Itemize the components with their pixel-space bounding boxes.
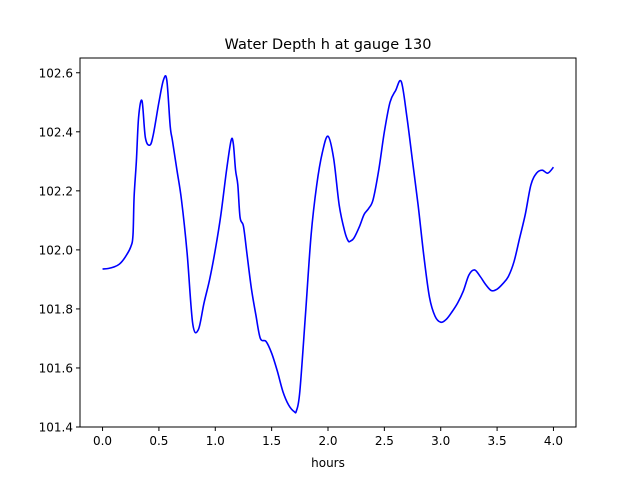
x-tick-label: 0.5 (149, 434, 168, 448)
series-line-water-depth (102, 75, 555, 414)
y-tick-label: 102.4 (39, 125, 73, 139)
y-tick-label: 102.6 (39, 66, 73, 80)
plot-area (80, 58, 576, 427)
x-axis-label: hours (311, 456, 345, 470)
x-tick-label: 4.0 (544, 434, 563, 448)
plot-frame (79, 57, 577, 428)
y-tick-label: 101.8 (39, 302, 73, 316)
x-axis-ticks: 0.0 0.5 1.0 1.5 2.0 2.5 3.0 3.5 4.0 (93, 427, 563, 448)
x-tick-label: 1.5 (262, 434, 281, 448)
x-tick-label: 1.0 (206, 434, 225, 448)
y-tick-label: 101.4 (39, 421, 73, 435)
y-tick-label: 101.6 (39, 361, 73, 375)
y-tick-label: 102.2 (39, 184, 73, 198)
x-tick-label: 3.0 (431, 434, 450, 448)
chart-title: Water Depth h at gauge 130 (225, 37, 432, 53)
y-axis-ticks: 101.4 101.6 101.8 102.0 102.2 102.4 102.6 (39, 66, 80, 435)
y-tick-label: 102.0 (39, 243, 73, 257)
x-tick-label: 0.0 (93, 434, 112, 448)
x-tick-label: 2.0 (318, 434, 337, 448)
x-tick-label: 3.5 (488, 434, 507, 448)
x-tick-label: 2.5 (375, 434, 394, 448)
